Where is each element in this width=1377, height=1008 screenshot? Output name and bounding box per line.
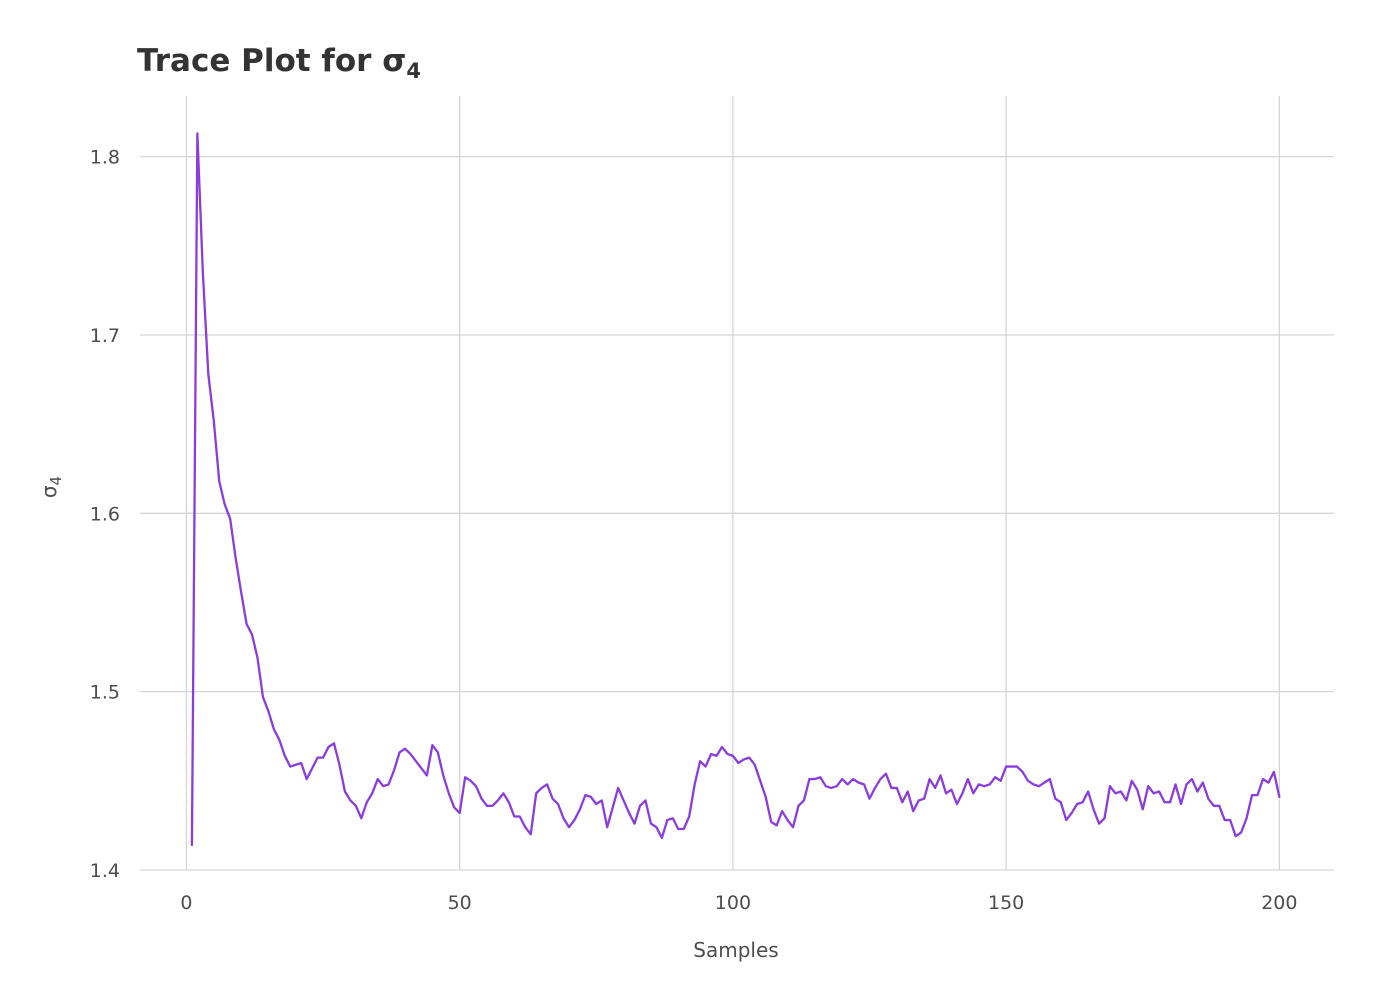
y-tick-label: 1.5 — [90, 682, 120, 704]
grid-layer — [140, 96, 1334, 871]
x-tick-label: 150 — [988, 892, 1024, 914]
x-tick-label: 50 — [448, 892, 472, 914]
tick-label-layer: 1.4 1.5 1.6 1.7 1.8 0 50 100 150 200 — [90, 147, 1298, 914]
y-tick-label: 1.4 — [90, 860, 120, 882]
y-axis-label: σ4 — [37, 476, 65, 498]
y-tick-label: 1.7 — [90, 325, 120, 347]
x-tick-label: 100 — [715, 892, 751, 914]
y-axis-label-main: σ — [37, 485, 61, 498]
y-axis-label-subscript: 4 — [47, 476, 65, 486]
y-tick-label: 1.8 — [90, 147, 120, 169]
trace-series-line — [190, 132, 1281, 847]
x-tick-label: 0 — [180, 892, 192, 914]
x-axis-label: Samples — [693, 938, 778, 962]
series-layer — [190, 132, 1281, 847]
chart-title: Trace Plot for σ4 — [137, 43, 421, 83]
chart-title-main: Trace Plot for σ — [137, 43, 406, 79]
chart-title-subscript: 4 — [406, 59, 421, 83]
x-tick-label: 200 — [1261, 892, 1297, 914]
y-tick-label: 1.6 — [90, 503, 120, 525]
